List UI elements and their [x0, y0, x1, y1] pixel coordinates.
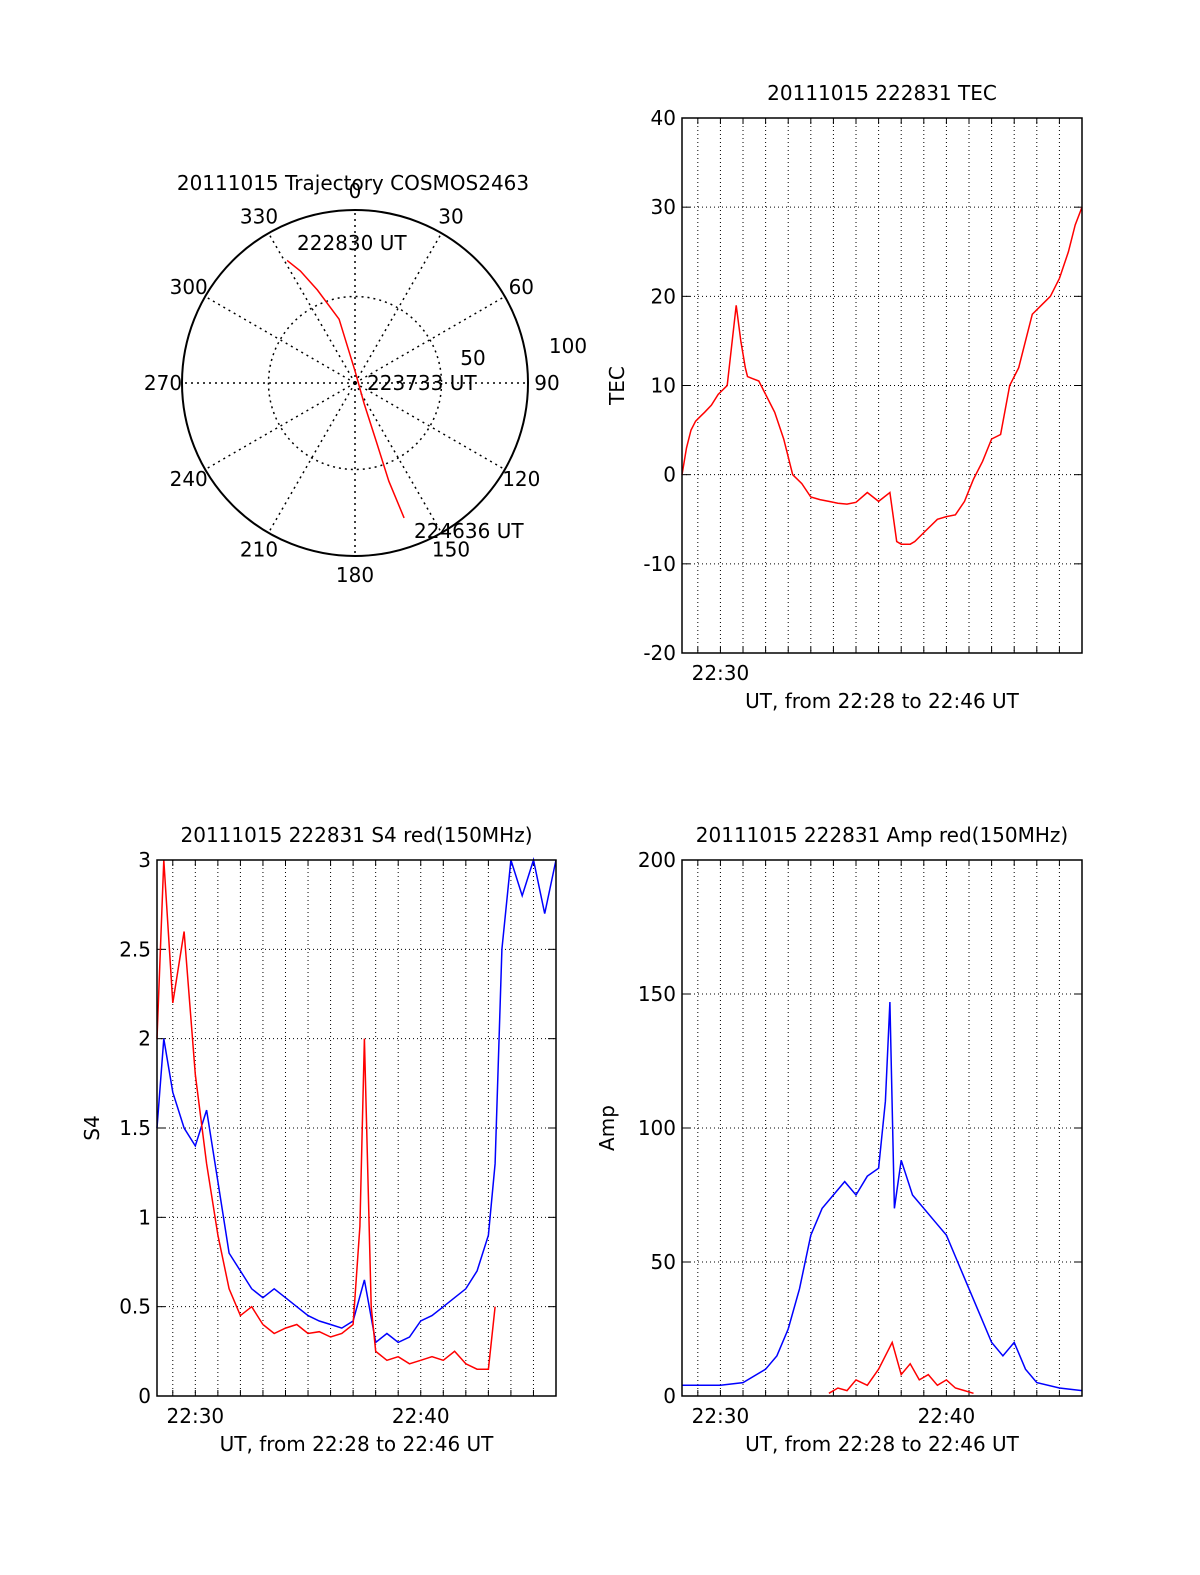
series-line	[156, 859, 496, 1370]
series-line	[156, 857, 557, 1344]
y-tick-label: 0	[663, 1384, 676, 1408]
x-tick-label: 22:30	[167, 1404, 225, 1428]
spoke-line	[204, 295, 356, 384]
y-tick-label: 1.5	[119, 1116, 151, 1140]
series-line	[681, 206, 1083, 545]
angle-label: 180	[336, 563, 374, 587]
panel-title: 20111015 222831 Amp red(150MHz)	[696, 823, 1068, 847]
angle-label: 150	[432, 537, 470, 561]
y-tick-label: 50	[651, 1250, 676, 1274]
y-tick-label: 30	[651, 195, 676, 219]
y-tick-label: 2.5	[119, 937, 151, 961]
angle-label: 90	[534, 371, 559, 395]
series-line	[682, 1001, 1083, 1392]
spoke-line	[354, 232, 443, 384]
y-tick-label: -10	[643, 552, 676, 576]
panel-title: 20111015 222831 TEC	[767, 81, 997, 105]
y-tick-label: 0	[138, 1384, 151, 1408]
spoke-line	[354, 295, 506, 384]
angle-label: 330	[240, 205, 278, 229]
spoke-line	[267, 382, 356, 534]
y-tick-label: 2	[138, 1027, 151, 1051]
start-time-label: 222830 UT	[297, 231, 407, 255]
spoke-line	[204, 382, 356, 471]
outer-circle	[181, 209, 529, 557]
y-tick-label: 1	[138, 1205, 151, 1229]
y-tick-label: 40	[651, 106, 676, 130]
spoke-line	[354, 382, 506, 471]
angle-label: 120	[502, 467, 540, 491]
amp-panel: 0 50 100 150 200 22:30 22:40 20111015 222831 Am…	[595, 823, 1083, 1456]
x-tick-label: 22:30	[692, 661, 750, 685]
angle-label: 210	[240, 537, 278, 561]
angle-label: 60	[509, 275, 534, 299]
series-line	[828, 1340, 974, 1395]
x-tick-label: 22:40	[392, 1404, 450, 1428]
radial-label: 100	[549, 334, 587, 358]
x-tick-label: 22:40	[918, 1404, 976, 1428]
radial-label: 50	[460, 346, 485, 370]
angle-label: 240	[170, 467, 208, 491]
spoke-line	[267, 232, 356, 384]
y-tick-label: 3	[138, 848, 151, 872]
angle-label: 30	[438, 205, 463, 229]
polar-title: 20111015 Trajectory COSMOS2463	[177, 171, 529, 195]
x-tick-label: 22:30	[692, 1404, 750, 1428]
plot-frame	[681, 117, 1083, 654]
y-tick-label: 0.5	[119, 1295, 151, 1319]
angle-label: 270	[144, 371, 182, 395]
end-time-label: 224636 UT	[414, 519, 524, 543]
angle-label: 0	[349, 179, 362, 203]
y-tick-label: 100	[638, 1116, 676, 1140]
plot-frame	[681, 859, 1083, 1397]
y-tick-label: 200	[638, 848, 676, 872]
trajectory-line	[286, 259, 405, 519]
y-tick-label: 0	[663, 463, 676, 487]
plot-frame	[156, 859, 557, 1397]
y-tick-label: 20	[651, 284, 676, 308]
spoke-line	[354, 382, 443, 534]
y-tick-label: 150	[638, 982, 676, 1006]
mid-time-label: 223733 UT	[367, 371, 477, 395]
s4-panel: 0 0.5 1 1.5 2 2.5 3 22:30 22:40 20111015 222831 S…	[80, 823, 557, 1456]
y-axis-label: S4	[80, 1115, 104, 1140]
tec-panel: -20 -10 0 10 20 30 40 22:30 20111015 222831 TEC U…	[605, 81, 1083, 713]
y-axis-label: Amp	[595, 1105, 619, 1151]
angle-label: 300	[170, 275, 208, 299]
x-axis-label: UT, from 22:28 to 22:46 UT	[220, 1432, 495, 1456]
x-axis-label: UT, from 22:28 to 22:46 UT	[745, 1432, 1020, 1456]
panel-title: 20111015 222831 S4 red(150MHz)	[181, 823, 533, 847]
y-tick-label: 10	[651, 374, 676, 398]
inner-circle	[267, 295, 443, 471]
y-tick-label: -20	[643, 641, 676, 665]
y-axis-label: TEC	[605, 366, 629, 406]
x-axis-label: UT, from 22:28 to 22:46 UT	[745, 689, 1020, 713]
